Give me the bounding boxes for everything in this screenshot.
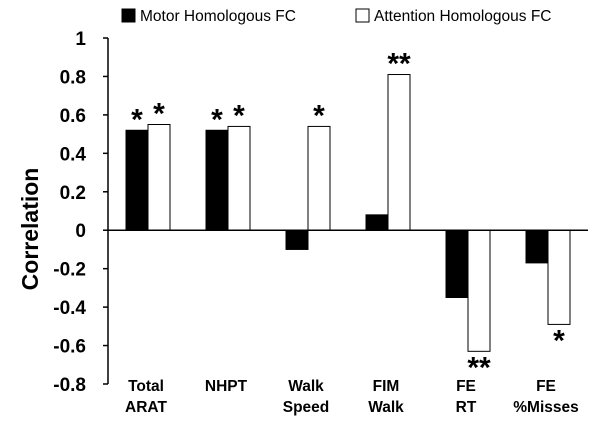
- significance-markers: * ** * ******: [131, 48, 565, 385]
- significance-marker: *: [153, 98, 165, 131]
- category-label: FE: [456, 378, 476, 395]
- significance-marker: **: [387, 48, 411, 81]
- significance-marker: *: [131, 103, 143, 136]
- attention-bar: [467, 229, 491, 352]
- category-label: FE: [536, 378, 556, 395]
- motor-bar: [365, 214, 389, 231]
- attention-bar: [547, 229, 571, 325]
- y-tick-label: 0.4: [60, 144, 87, 165]
- legend-swatch-motor: [121, 8, 136, 23]
- legend-swatch-attention: [355, 8, 370, 23]
- category-label: Walk: [368, 399, 404, 416]
- category-label: FIM: [373, 378, 400, 395]
- category-label: RT: [456, 399, 477, 416]
- y-tick-label: -0.8: [53, 375, 86, 396]
- motor-bar: [445, 229, 469, 299]
- bars: [125, 74, 571, 352]
- attention-bar: [307, 125, 331, 231]
- legend-label: Attention Homologous FC: [374, 8, 551, 25]
- y-tick-label: 0: [75, 221, 86, 242]
- y-tick-label: 1: [75, 29, 86, 50]
- category-label: Speed: [283, 399, 330, 416]
- y-tick-label: -0.6: [53, 337, 86, 358]
- motor-bar: [285, 229, 309, 250]
- category-label: Total: [128, 378, 164, 395]
- attention-bar: [227, 125, 251, 231]
- category-labels: Total ARAT NHPT Walk Speed FIM Walk FE RT FE %Miss…: [125, 378, 579, 416]
- legend-label: Motor Homologous FC: [140, 8, 296, 25]
- y-tick-label: -0.4: [53, 298, 86, 319]
- legend: Motor Homologous FC Attention Homologous …: [121, 8, 551, 25]
- attention-bar: [147, 124, 171, 231]
- motor-bar: [125, 129, 149, 231]
- category-label: Walk: [288, 378, 324, 395]
- y-tick-label: 0.6: [60, 106, 86, 127]
- significance-marker: *: [553, 324, 565, 357]
- motor-bar: [205, 129, 229, 231]
- y-tick-labels: 1 0.8 0.6 0.4 0.2 0 -0.2 -0.4 -0.6 -0.8: [53, 29, 86, 396]
- significance-marker: *: [233, 99, 245, 132]
- significance-marker: *: [313, 99, 325, 132]
- category-label: %Misses: [513, 399, 578, 416]
- attention-bar: [387, 74, 411, 231]
- significance-marker: **: [467, 351, 491, 384]
- significance-marker: *: [211, 103, 223, 136]
- y-tick-label: 0.2: [60, 183, 86, 204]
- axes: [103, 37, 588, 385]
- y-axis-label: Correlation: [17, 168, 43, 291]
- category-label: NHPT: [205, 378, 248, 395]
- category-label: ARAT: [125, 399, 167, 416]
- y-tick-label: 0.8: [60, 67, 86, 88]
- y-tick-label: -0.2: [53, 260, 86, 281]
- motor-bar: [525, 229, 549, 264]
